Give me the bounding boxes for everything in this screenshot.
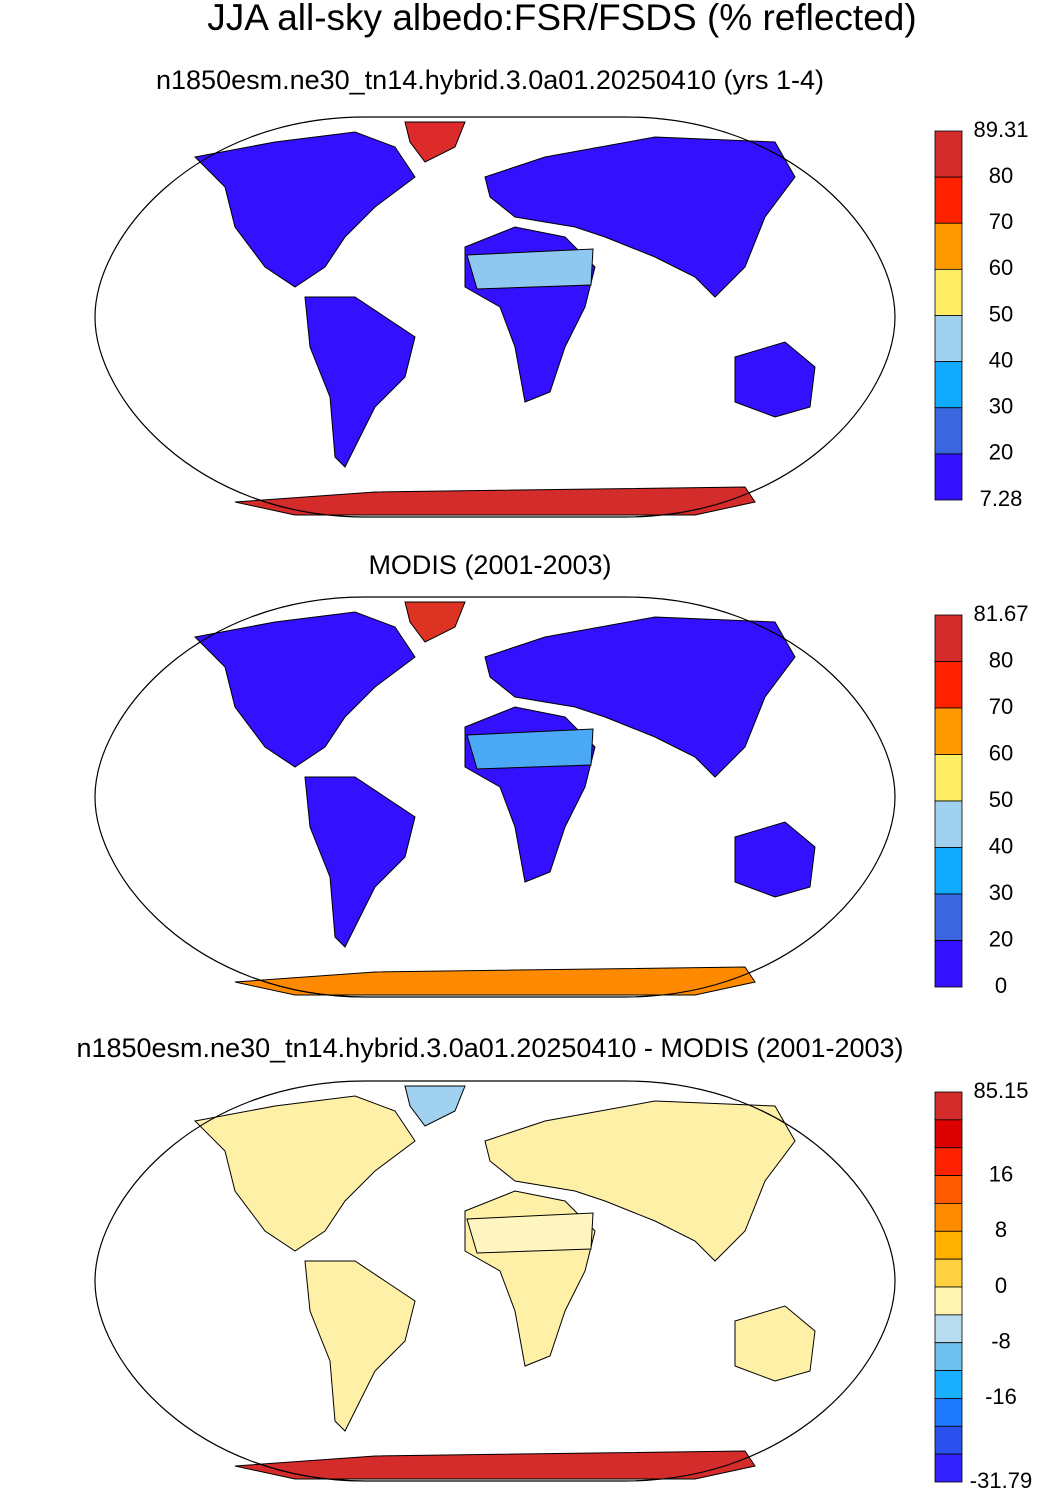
colorbar-label: 70: [989, 694, 1013, 719]
colorbar-box: [934, 661, 963, 709]
colorbar-box: [934, 1314, 963, 1344]
colorbar-label: 30: [989, 394, 1013, 419]
colorbar-label: 81.67: [973, 601, 1028, 626]
colorbar-box: [934, 847, 963, 895]
panel-subtitle: n1850esm.ne30_tn14.hybrid.3.0a01.2025041…: [156, 65, 824, 95]
colorbar-box: [934, 130, 963, 178]
colorbar-label: 85.15: [973, 1078, 1028, 1103]
colorbar-label: 70: [989, 209, 1013, 234]
colorbar-box: [934, 1230, 963, 1260]
landmass: [194, 131, 416, 288]
colorbar-label: 89.31: [973, 117, 1028, 142]
landmass: [234, 486, 756, 516]
landmass: [466, 1212, 594, 1254]
colorbar-box: [934, 361, 963, 409]
colorbar-label: 80: [989, 647, 1013, 672]
colorbar-label: 20: [989, 440, 1013, 465]
figure-title: JJA all-sky albedo:FSR/FSDS (% reflected…: [207, 0, 916, 38]
map-outline: [94, 1080, 896, 1482]
landmass: [404, 601, 466, 643]
map: [94, 116, 896, 518]
colorbar-label: 80: [989, 163, 1013, 188]
colorbar-box: [934, 1175, 963, 1204]
landmass: [404, 1085, 466, 1127]
landmass: [404, 121, 466, 163]
map-outline: [94, 116, 896, 518]
colorbar-box: [934, 407, 963, 455]
landmass: [234, 966, 756, 996]
colorbar-box: [934, 1091, 963, 1121]
panel-subtitle: MODIS (2001-2003): [368, 550, 611, 580]
colorbar-box: [934, 1203, 963, 1232]
colorbar-label: 7.28: [980, 486, 1023, 511]
colorbar-box: [934, 754, 963, 802]
colorbar-box: [934, 1258, 963, 1288]
map: [94, 596, 896, 998]
colorbar-box: [934, 893, 963, 941]
colorbar-label: 50: [989, 301, 1013, 326]
colorbar-box: [934, 176, 963, 224]
landmass: [194, 611, 416, 768]
colorbar-label: -8: [991, 1329, 1011, 1354]
colorbar-label: 60: [989, 255, 1013, 280]
colorbar-box: [934, 268, 963, 316]
colorbar-label: 20: [989, 926, 1013, 951]
panel-subtitle: n1850esm.ne30_tn14.hybrid.3.0a01.2025041…: [76, 1033, 903, 1063]
landmass: [304, 776, 416, 948]
map: [94, 1080, 896, 1482]
colorbar-box: [934, 1398, 963, 1427]
colorbar-box: [934, 1286, 963, 1316]
colorbar-label: -31.79: [970, 1468, 1032, 1492]
colorbar-box: [934, 1342, 963, 1371]
colorbar-box: [934, 614, 963, 662]
colorbar-box: [934, 1147, 963, 1176]
landmass: [734, 821, 816, 898]
colorbar-label: 8: [995, 1217, 1007, 1242]
landmass: [466, 728, 594, 770]
map-outline: [94, 596, 896, 998]
landmass: [734, 1305, 816, 1382]
colorbar-label: 60: [989, 740, 1013, 765]
colorbar-box: [934, 1453, 963, 1483]
colorbar-box: [934, 1425, 963, 1455]
colorbar-box: [934, 707, 963, 755]
colorbar-box: [934, 453, 963, 501]
colorbar-label: 40: [989, 347, 1013, 372]
colorbar-box: [934, 315, 963, 363]
landmass: [304, 1260, 416, 1432]
colorbar-label: 40: [989, 833, 1013, 858]
colorbar-label: 30: [989, 880, 1013, 905]
landmass: [194, 1095, 416, 1252]
colorbar-label: 0: [995, 1273, 1007, 1298]
landmass: [234, 1450, 756, 1480]
colorbar-label: -16: [985, 1384, 1017, 1409]
colorbar-label: 50: [989, 787, 1013, 812]
colorbar-label: 0: [995, 973, 1007, 998]
colorbar-box: [934, 800, 963, 848]
landmass: [466, 248, 594, 290]
colorbar-box: [934, 940, 963, 988]
colorbar-box: [934, 222, 963, 270]
landmass: [734, 341, 816, 418]
colorbar-box: [934, 1370, 963, 1399]
landmass: [304, 296, 416, 468]
colorbar-box: [934, 1119, 963, 1149]
colorbar-label: 16: [989, 1161, 1013, 1186]
